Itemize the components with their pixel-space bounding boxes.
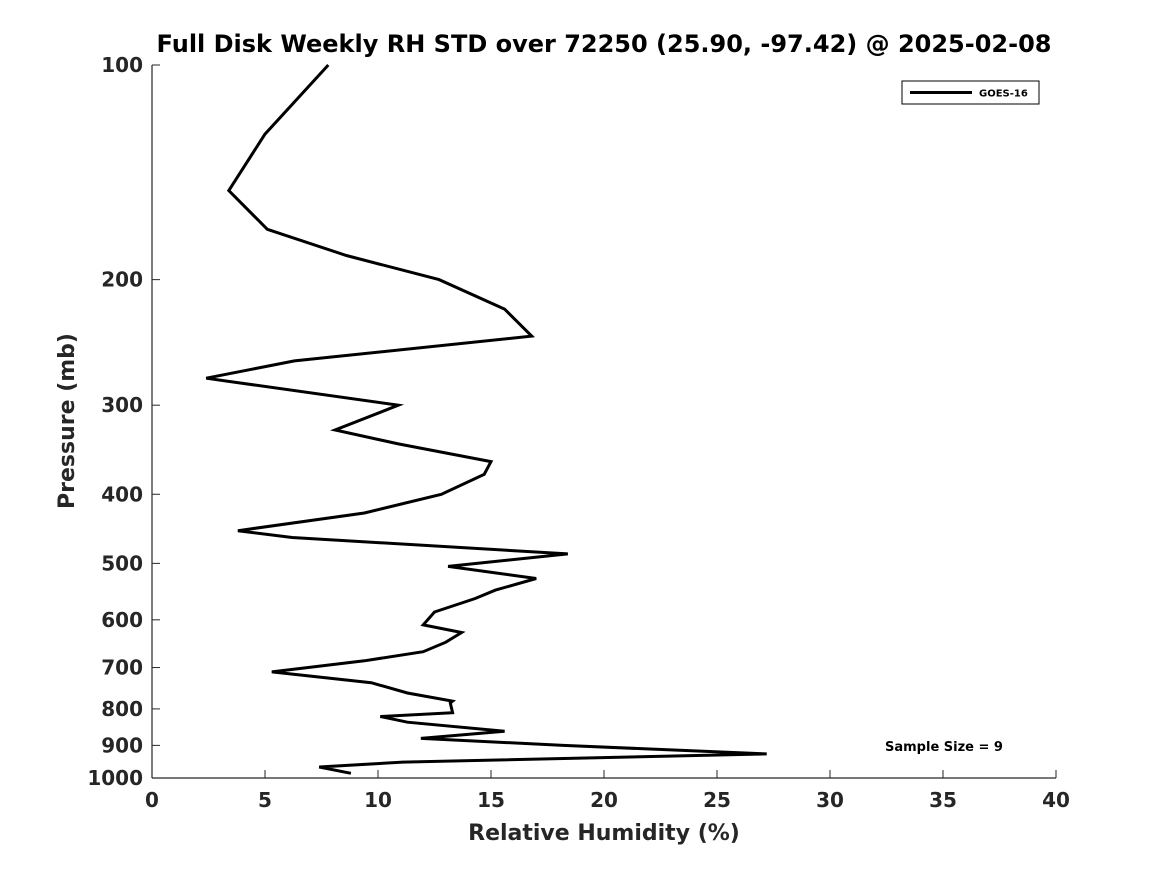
y-tick-label: 1000	[87, 766, 143, 790]
legend: GOES-16	[901, 80, 1040, 105]
y-tick-label: 300	[101, 393, 143, 417]
chart-title: Full Disk Weekly RH STD over 72250 (25.9…	[157, 30, 1052, 58]
y-tick-label: 200	[101, 268, 143, 292]
y-tick-label: 100	[101, 53, 143, 77]
y-tick-label: 500	[101, 551, 143, 575]
x-tick-label: 10	[364, 788, 392, 812]
sample-size-annotation: Sample Size = 9	[885, 740, 1003, 755]
x-tick-label: 40	[1042, 788, 1070, 812]
series-layer	[205, 63, 767, 775]
y-tick-label: 800	[101, 697, 143, 721]
y-axis-label: Pressure (mb)	[55, 333, 80, 509]
y-tick-label: 900	[101, 733, 143, 757]
x-tick-label: 0	[145, 788, 159, 812]
x-tick-label: 25	[703, 788, 731, 812]
legend-label-goes-16: GOES-16	[979, 89, 1028, 100]
x-tick-label: 5	[258, 788, 272, 812]
y-tick-label: 700	[101, 656, 143, 680]
y-tick-label: 600	[101, 608, 143, 632]
x-tick-label: 35	[929, 788, 957, 812]
x-axis-label: Relative Humidity (%)	[468, 821, 740, 846]
x-tick-label: 20	[590, 788, 618, 812]
series-line-goes-16	[205, 63, 767, 775]
x-tick-label: 30	[816, 788, 844, 812]
x-tick-label: 15	[477, 788, 505, 812]
y-tick-label: 400	[101, 482, 143, 506]
ticks: 0 5 10 15 20 25 30 35 40 100 200 300 400 500 600 700 800…	[87, 53, 1070, 812]
